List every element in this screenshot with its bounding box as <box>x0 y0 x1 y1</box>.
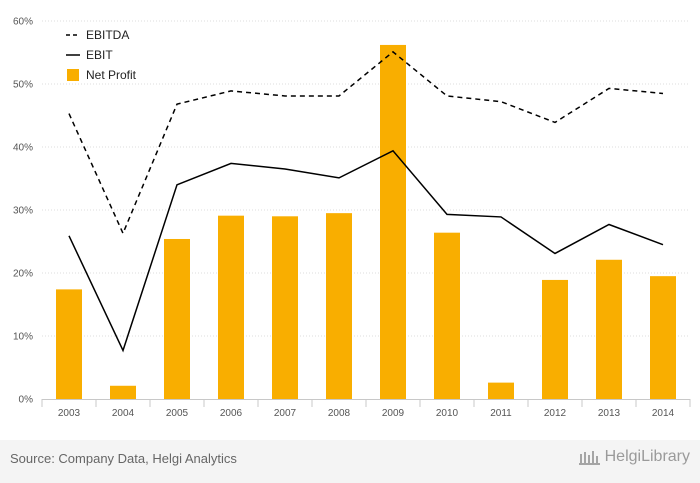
bar <box>542 279 568 399</box>
bar <box>164 238 190 399</box>
gridlines <box>42 20 690 337</box>
y-tick-label: 0% <box>19 395 34 406</box>
brand-logo: HelgiLibrary <box>578 448 690 466</box>
x-tick-label: 2008 <box>328 408 351 419</box>
ebit-line <box>68 149 664 353</box>
y-tick-label: 40% <box>13 143 33 154</box>
legend-label: EBITDA <box>86 28 129 42</box>
legend-bar-symbol <box>67 69 79 81</box>
x-tick-label: 2014 <box>652 408 675 419</box>
y-tick-label: 50% <box>13 80 33 91</box>
x-axis: 2003 2004 2005 2006 2007 2008 2009 2010 2011 2012… <box>41 399 691 419</box>
library-icon <box>578 451 600 465</box>
legend-label: Net Profit <box>86 68 137 82</box>
bar <box>110 385 136 399</box>
x-tick-label: 2003 <box>58 408 81 419</box>
x-tick-label: 2007 <box>274 408 297 419</box>
x-tick-label: 2013 <box>598 408 621 419</box>
chart: 0%10%20%30%40%50%60% 2003 2004 2005 2006 200… <box>13 17 691 419</box>
source-note: Source: Company Data, Helgi Analytics <box>10 451 237 466</box>
bar <box>650 276 676 399</box>
bar <box>596 259 622 399</box>
x-tick-label: 2009 <box>382 408 405 419</box>
series-lines <box>68 50 664 353</box>
brand-name: HelgiLibrary <box>604 448 690 465</box>
y-tick-label: 20% <box>13 269 33 280</box>
bar <box>488 382 514 399</box>
bar <box>434 232 460 399</box>
bar <box>218 215 244 399</box>
bar <box>272 216 298 399</box>
ebitda-line <box>68 50 664 236</box>
footer-bar <box>0 440 700 483</box>
x-tick-label: 2012 <box>544 408 567 419</box>
x-tick-label: 2005 <box>166 408 189 419</box>
bar <box>380 44 406 399</box>
x-tick-label: 2004 <box>112 408 135 419</box>
x-tick-label: 2006 <box>220 408 243 419</box>
y-axis: 0% 10% 20% 30% 40% 50% 60% <box>13 17 33 406</box>
legend-label: EBIT <box>86 48 113 62</box>
x-tick-label: 2011 <box>490 408 512 419</box>
x-tick-label: 2010 <box>436 408 459 419</box>
bar <box>56 289 82 399</box>
net-profit-bars <box>56 44 676 399</box>
y-tick-label: 30% <box>13 206 33 217</box>
y-tick-label: 10% <box>13 332 33 343</box>
legend: EBITDA EBIT Net Profit <box>66 28 137 82</box>
bar <box>326 213 352 399</box>
y-tick-label: 60% <box>13 17 33 28</box>
